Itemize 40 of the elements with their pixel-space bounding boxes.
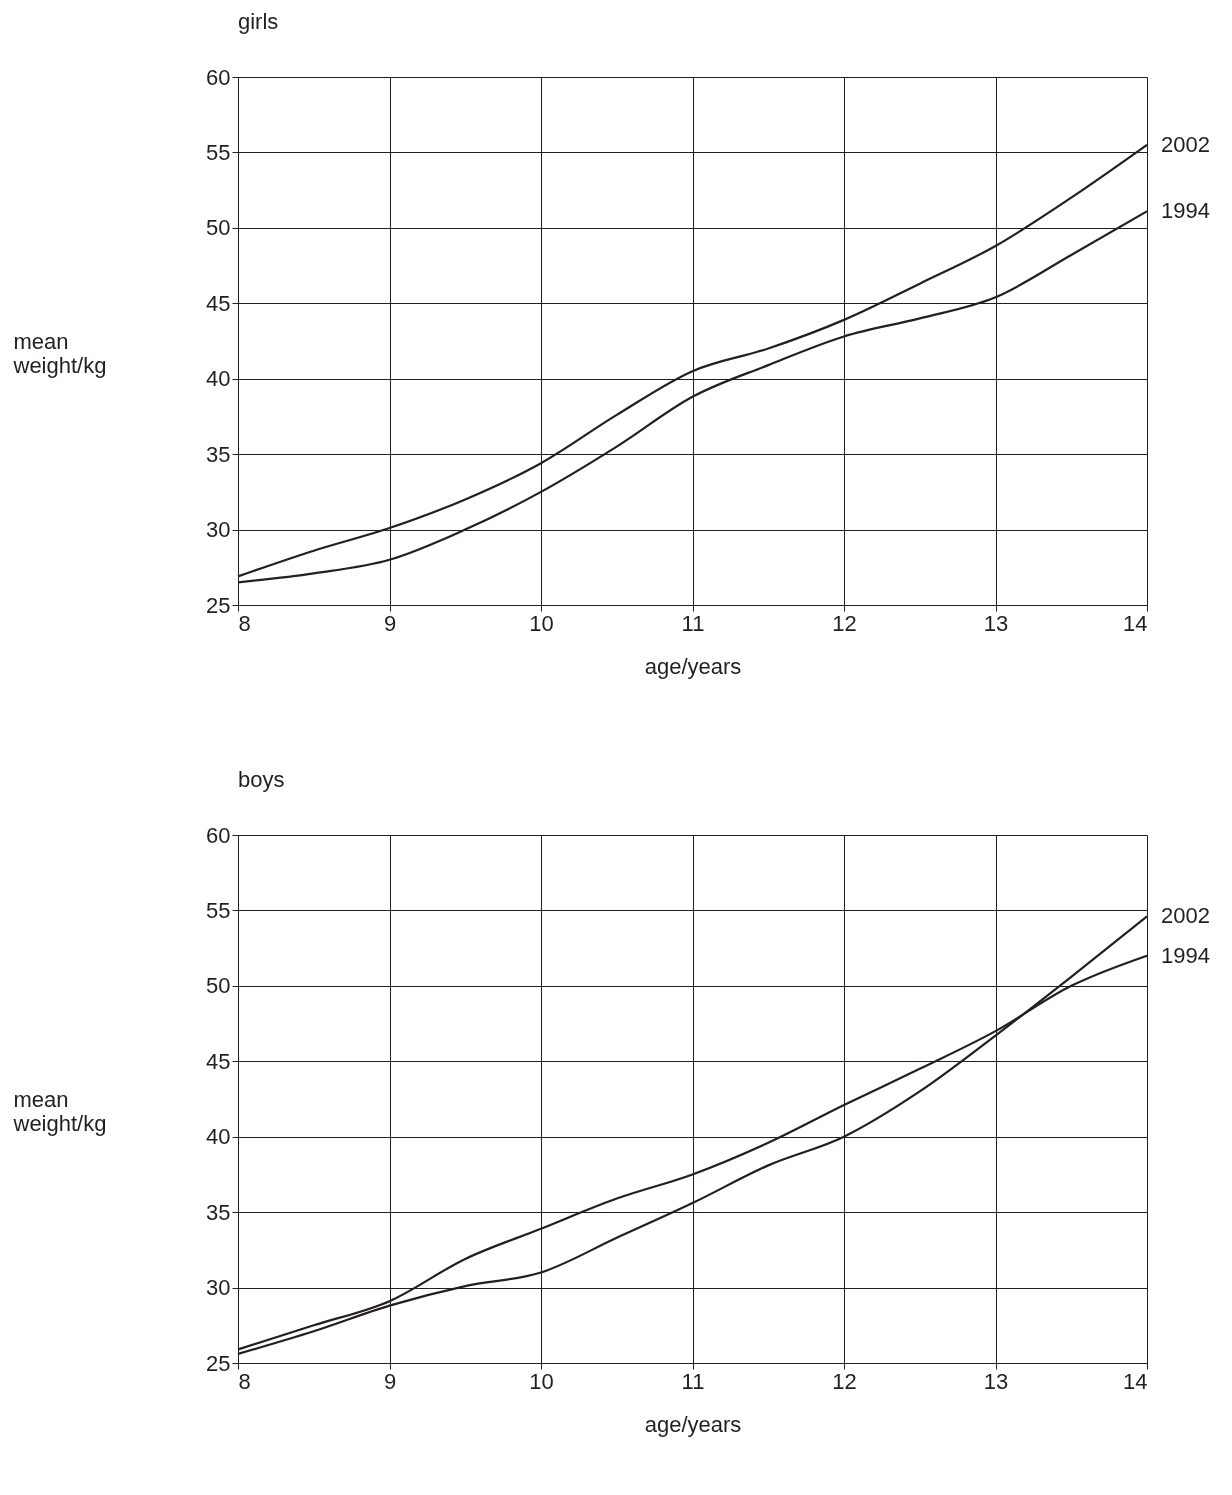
chart-title: boys — [238, 767, 285, 792]
series-label: 2002 — [1161, 131, 1210, 157]
x-tick-label: 10 — [529, 610, 554, 636]
y-tick-label: 50 — [206, 215, 231, 241]
y-tick-label: 45 — [206, 290, 231, 316]
x-tick-label: 11 — [681, 610, 705, 636]
x-tick-label: 13 — [983, 1368, 1009, 1394]
x-tick-label: 12 — [832, 610, 857, 636]
y-tick-label: 60 — [206, 64, 231, 90]
y-axis-title: mean weight/kg — [12, 328, 107, 378]
y-tick-label: 55 — [206, 139, 231, 165]
x-tick-label: 14 — [1123, 610, 1148, 636]
y-tick-label: 25 — [206, 1350, 231, 1376]
y-tick-label: 35 — [206, 1199, 231, 1225]
x-tick-label: 10 — [529, 1368, 554, 1394]
y-tick-label: 35 — [206, 441, 231, 467]
x-tick-label: 8 — [238, 610, 251, 636]
series-label: 1994 — [1161, 942, 1210, 968]
y-tick-label: 45 — [206, 1048, 231, 1074]
series-label: 1994 — [1161, 198, 1210, 224]
x-axis-title: age/years — [644, 1411, 742, 1437]
x-tick-label: 13 — [983, 610, 1009, 636]
y-tick-label: 50 — [206, 973, 231, 999]
y-axis-title: mean weight/kg — [12, 1086, 107, 1136]
y-tick-label: 40 — [206, 366, 231, 392]
y-tick-label: 60 — [206, 822, 231, 848]
y-tick-label: 30 — [206, 1275, 231, 1301]
x-tick-label: 14 — [1123, 1368, 1148, 1394]
y-tick-label: 55 — [206, 897, 231, 923]
x-tick-label: 12 — [832, 1368, 857, 1394]
series-label: 2002 — [1161, 903, 1210, 929]
y-tick-label: 25 — [206, 592, 231, 618]
x-axis-title: age/years — [644, 653, 742, 679]
y-tick-label: 30 — [206, 517, 231, 543]
x-tick-label: 11 — [681, 1368, 705, 1394]
x-tick-label: 9 — [383, 1368, 397, 1394]
x-tick-label: 9 — [383, 610, 397, 636]
x-tick-label: 8 — [238, 1368, 251, 1394]
y-tick-label: 40 — [206, 1124, 231, 1150]
chart-title: girls — [238, 9, 279, 34]
